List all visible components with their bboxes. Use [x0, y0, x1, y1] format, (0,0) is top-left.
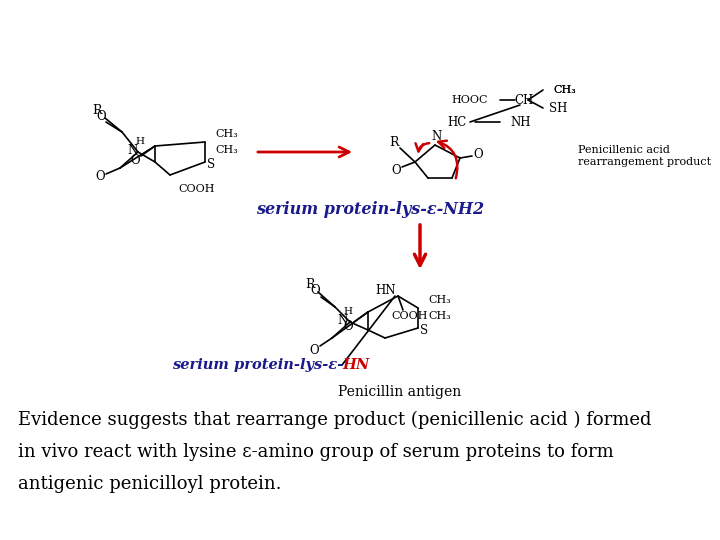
Text: O: O: [309, 343, 319, 356]
Text: R: R: [390, 136, 399, 148]
Text: CH₃: CH₃: [428, 311, 451, 321]
Text: O: O: [391, 164, 401, 177]
Text: antigenic penicilloyl protein.: antigenic penicilloyl protein.: [18, 475, 282, 493]
Text: S: S: [207, 159, 215, 172]
Text: COOH: COOH: [392, 311, 428, 321]
Text: N: N: [432, 131, 442, 144]
Text: Penicillenic acid: Penicillenic acid: [578, 145, 670, 155]
Text: O: O: [310, 285, 320, 298]
Text: N: N: [338, 314, 348, 327]
Text: R: R: [92, 105, 102, 118]
Text: CH₃: CH₃: [215, 145, 238, 155]
Text: in vivo react with lysine ε-amino group of serum proteins to form: in vivo react with lysine ε-amino group …: [18, 443, 613, 461]
Text: CH: CH: [514, 93, 534, 106]
Text: Evidence suggests that rearrange product (penicillenic acid ) formed: Evidence suggests that rearrange product…: [18, 411, 652, 429]
Text: O: O: [96, 110, 106, 123]
Text: CH₃: CH₃: [554, 85, 577, 95]
Text: O: O: [343, 320, 353, 333]
Text: HC: HC: [448, 116, 467, 129]
Text: R: R: [305, 279, 315, 292]
Text: COOH: COOH: [178, 184, 215, 194]
Text: SH: SH: [549, 102, 567, 114]
Text: O: O: [130, 153, 140, 166]
Text: O: O: [473, 148, 483, 161]
Text: S: S: [420, 323, 428, 336]
Text: Penicillin antigen: Penicillin antigen: [338, 385, 462, 399]
Text: serium protein-lys-ε-NH2: serium protein-lys-ε-NH2: [256, 201, 484, 219]
Text: HN: HN: [342, 358, 369, 372]
Text: O: O: [95, 171, 105, 184]
Text: serium protein-lys-ε-: serium protein-lys-ε-: [172, 358, 343, 372]
Text: HN: HN: [376, 285, 396, 298]
Text: N: N: [128, 144, 138, 157]
Text: CH₃: CH₃: [428, 295, 451, 305]
Text: H: H: [343, 307, 353, 316]
Text: NH: NH: [510, 116, 531, 129]
Text: CH₃: CH₃: [215, 129, 238, 139]
Text: H: H: [135, 138, 145, 146]
Text: rearrangement product: rearrangement product: [578, 157, 711, 167]
Text: HOOC: HOOC: [451, 95, 488, 105]
Text: CH₃: CH₃: [554, 85, 577, 95]
